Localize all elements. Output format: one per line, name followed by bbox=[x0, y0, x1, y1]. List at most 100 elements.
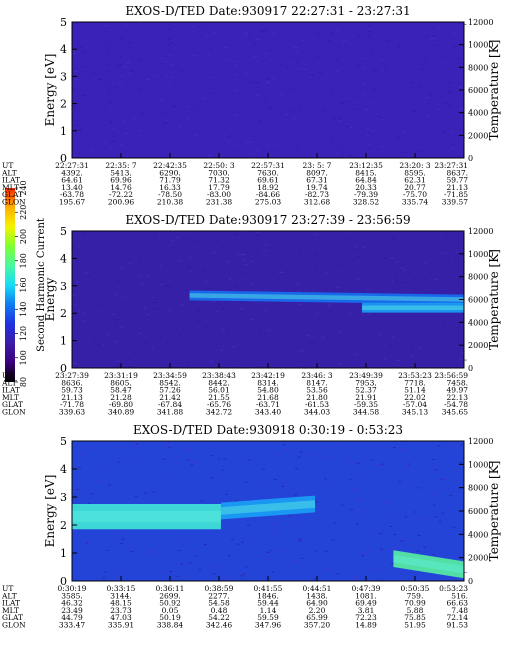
y-tick-label: 2 bbox=[60, 98, 67, 111]
heatmap-noise-cell bbox=[463, 571, 467, 573]
heatmap-noise-cell bbox=[454, 46, 458, 48]
heatmap-noise-cell bbox=[157, 308, 161, 310]
heatmap-noise-cell bbox=[335, 442, 339, 444]
heatmap-noise-cell bbox=[270, 236, 274, 238]
heatmap-noise-cell bbox=[431, 493, 435, 495]
heatmap-noise-cell bbox=[252, 139, 256, 141]
heatmap-noise-cell bbox=[202, 270, 206, 272]
heatmap-noise-cell bbox=[107, 69, 111, 71]
heatmap-noise-cell bbox=[281, 272, 285, 274]
heatmap-noise-cell bbox=[282, 480, 286, 482]
heatmap-noise-cell bbox=[422, 518, 426, 520]
heatmap-noise-cell bbox=[436, 108, 440, 110]
heatmap-noise-cell bbox=[146, 79, 150, 81]
heatmap-noise-cell bbox=[303, 68, 307, 70]
table-cell: 7458. bbox=[447, 378, 468, 387]
heatmap-noise-cell bbox=[169, 42, 173, 44]
y-tick-label: 3 bbox=[60, 491, 67, 504]
heatmap-noise-cell bbox=[186, 459, 190, 461]
table-cell: 344.58 bbox=[353, 408, 379, 417]
heatmap-noise-cell bbox=[234, 89, 238, 91]
table-row-label: GLAT bbox=[2, 400, 23, 409]
table-row-label: UT bbox=[2, 161, 13, 170]
table-cell: 333.47 bbox=[59, 621, 85, 630]
heatmap-noise-cell bbox=[392, 447, 396, 449]
panel-3: EXOS-D/TED Date:930918 0:30:19 - 0:53:23… bbox=[1, 423, 501, 630]
heatmap-noise-cell bbox=[364, 109, 368, 111]
table-cell: 51.14 bbox=[404, 386, 426, 395]
heatmap-noise-cell bbox=[81, 232, 85, 234]
heatmap-noise-cell bbox=[313, 577, 317, 579]
y-tick-label: 5 bbox=[60, 225, 67, 238]
table-cell: 66.63 bbox=[447, 599, 469, 608]
table-cell: 357.20 bbox=[304, 621, 330, 630]
heatmap-noise-cell bbox=[255, 39, 259, 41]
heatmap-noise-cell bbox=[413, 278, 417, 280]
heatmap-noise-cell bbox=[378, 569, 382, 571]
heatmap-noise-cell bbox=[240, 253, 244, 255]
heatmap-noise-cell bbox=[183, 445, 187, 447]
table-cell: 7.48 bbox=[451, 606, 468, 615]
heatmap-noise-cell bbox=[250, 140, 254, 142]
y-tick-label: 1 bbox=[60, 125, 67, 138]
table-cell: 23:20: 3 bbox=[399, 161, 431, 170]
y-tick-label: 4 bbox=[60, 43, 67, 56]
table-cell: 6290. bbox=[159, 168, 180, 177]
heatmap-noise-cell bbox=[411, 552, 415, 554]
heatmap-noise-cell bbox=[455, 251, 459, 253]
heatmap-noise-cell bbox=[222, 345, 226, 347]
heatmap-noise-cell bbox=[301, 39, 305, 41]
table-cell: -61.53 bbox=[305, 400, 329, 409]
heatmap-noise-cell bbox=[423, 277, 427, 279]
heatmap-noise-cell bbox=[414, 500, 418, 502]
heatmap-noise-cell bbox=[198, 569, 202, 571]
table-cell: 56.01 bbox=[208, 386, 229, 395]
table-row-label: ILAT bbox=[2, 599, 20, 608]
heatmap-noise-cell bbox=[330, 445, 334, 447]
table-cell: 54.22 bbox=[208, 613, 230, 622]
table-cell: 54.80 bbox=[257, 386, 279, 395]
heatmap-noise-cell bbox=[296, 282, 300, 284]
heatmap-noise-cell bbox=[265, 29, 269, 31]
heatmap-noise-cell bbox=[166, 120, 170, 122]
table-cell: 54.58 bbox=[208, 599, 230, 608]
table-cell: 2699. bbox=[159, 591, 180, 600]
heatmap-noise-cell bbox=[232, 346, 236, 348]
heatmap-noise-cell bbox=[101, 344, 105, 346]
heatmap-noise-cell bbox=[91, 149, 95, 151]
heatmap-noise-cell bbox=[116, 446, 120, 448]
heatmap-noise-cell bbox=[388, 345, 392, 347]
heatmap-noise-cell bbox=[73, 155, 77, 157]
table-row-label: ILAT bbox=[2, 176, 20, 185]
heatmap-noise-cell bbox=[173, 328, 177, 330]
y2-tick-label: 0 bbox=[468, 577, 473, 586]
heatmap-noise-cell bbox=[72, 88, 76, 90]
heatmap-noise-cell bbox=[280, 93, 284, 95]
heatmap-noise-cell bbox=[273, 145, 277, 147]
heatmap-noise-cell bbox=[331, 539, 335, 541]
heatmap-noise-cell bbox=[378, 464, 382, 466]
heatmap-band bbox=[189, 290, 464, 305]
heatmap-noise-cell bbox=[171, 316, 175, 318]
heatmap-noise-cell bbox=[362, 552, 366, 554]
heatmap-noise-cell bbox=[209, 48, 213, 50]
y2-tick-label: 12000 bbox=[468, 227, 493, 236]
heatmap-noise-cell bbox=[200, 500, 204, 502]
heatmap-noise-cell bbox=[350, 509, 354, 511]
heatmap-noise-cell bbox=[398, 481, 402, 483]
heatmap-noise-cell bbox=[425, 291, 429, 293]
heatmap-noise-cell bbox=[168, 309, 172, 311]
table-cell: 343.40 bbox=[255, 408, 281, 417]
heatmap-noise-cell bbox=[361, 555, 365, 557]
table-cell: 21.42 bbox=[159, 393, 181, 402]
heatmap-noise-cell bbox=[286, 271, 290, 273]
heatmap-noise-cell bbox=[134, 495, 138, 497]
heatmap-noise-cell bbox=[120, 543, 124, 545]
table-cell: -63.78 bbox=[60, 190, 84, 199]
heatmap-noise-cell bbox=[205, 280, 209, 282]
heatmap-noise-cell bbox=[367, 313, 371, 315]
heatmap-noise-cell bbox=[106, 263, 110, 265]
heatmap-noise-cell bbox=[377, 247, 381, 249]
heatmap-noise-cell bbox=[376, 338, 380, 340]
heatmap-noise-cell bbox=[269, 130, 273, 132]
